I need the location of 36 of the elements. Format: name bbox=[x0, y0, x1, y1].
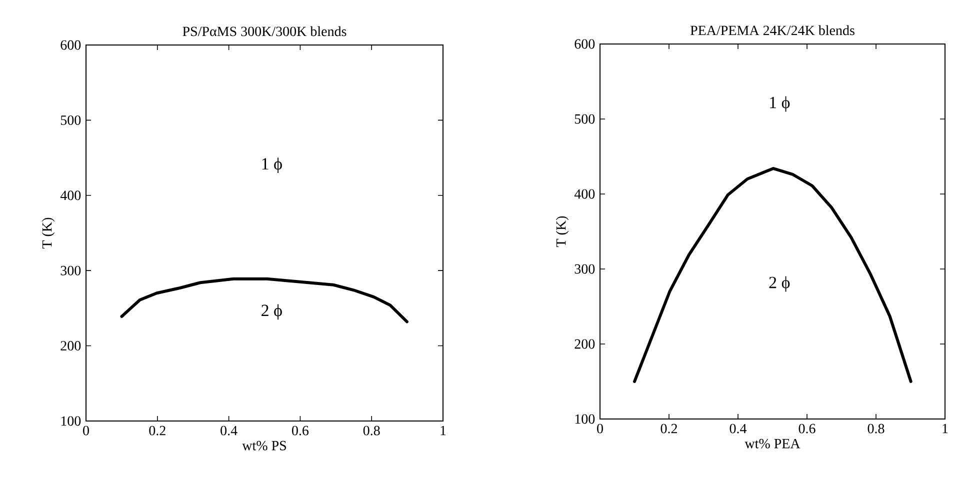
line-series bbox=[633, 166, 912, 383]
x-tick-label: 0.4 bbox=[220, 426, 238, 436]
y-tick-label: 500 bbox=[60, 115, 81, 125]
y-tick-label: 400 bbox=[574, 189, 595, 199]
x-tick-label: 0 bbox=[83, 426, 89, 436]
y-tick-label: 600 bbox=[574, 39, 595, 49]
y-axis-title: T (K) bbox=[42, 218, 55, 248]
x-axis-title: wt% PEA bbox=[744, 438, 800, 448]
annotation: 2 ϕ bbox=[769, 276, 790, 292]
chart-title: PEA/PEMA 24K/24K blends bbox=[690, 25, 854, 36]
x-tick-label: 0.6 bbox=[798, 424, 816, 434]
annotation: 1 ϕ bbox=[770, 96, 790, 112]
x-tick-label: 0.2 bbox=[149, 426, 166, 436]
x-tick-label: 0.4 bbox=[730, 424, 747, 434]
y-tick-label: 100 bbox=[575, 414, 595, 424]
line-series bbox=[120, 277, 408, 324]
y-tick-label: 500 bbox=[574, 114, 595, 124]
y-tick-label: 200 bbox=[60, 341, 81, 351]
y-tick-label: 300 bbox=[574, 264, 595, 274]
y-axis-title: T (K) bbox=[556, 216, 569, 247]
annotation: 2 ϕ bbox=[262, 304, 282, 320]
y-tick-label: 400 bbox=[60, 190, 81, 200]
y-tick-label: 300 bbox=[60, 266, 81, 276]
annotation: 1 ϕ bbox=[262, 158, 282, 174]
x-axis-title: wt% PS bbox=[242, 440, 286, 450]
y-tick-label: 200 bbox=[574, 339, 595, 349]
y-tick-label: 600 bbox=[60, 40, 81, 50]
chart-title: PS/PαMS 300K/300K blends bbox=[182, 26, 346, 36]
x-tick-label: 0.6 bbox=[292, 426, 309, 436]
x-tick-label: 1 bbox=[440, 426, 446, 436]
x-tick-label: 1 bbox=[942, 424, 948, 434]
x-tick-label: 0.8 bbox=[363, 426, 380, 436]
x-tick-label: 0.2 bbox=[660, 424, 677, 434]
x-tick-label: 0.8 bbox=[868, 424, 884, 434]
x-tick-label: 0 bbox=[597, 424, 603, 434]
y-tick-label: 100 bbox=[61, 416, 81, 426]
